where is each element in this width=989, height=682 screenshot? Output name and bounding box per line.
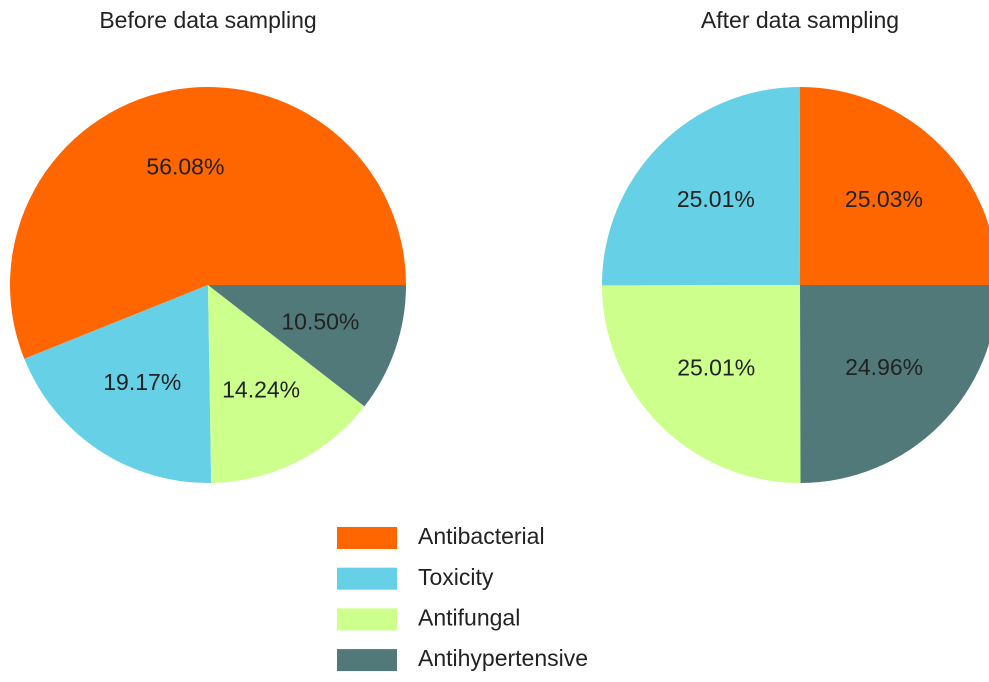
legend-swatch (337, 527, 397, 549)
slice-label: 56.08% (146, 153, 224, 179)
legend-label: Antifungal (418, 604, 520, 630)
pie-slice (799, 87, 989, 285)
pie-slice (208, 285, 365, 483)
slice-label: 19.17% (103, 369, 181, 395)
pie-slice (800, 285, 989, 483)
pie-slice (208, 285, 406, 407)
legend-swatch (337, 649, 397, 672)
slice-label: 25.01% (677, 186, 755, 212)
legend-label: Toxicity (418, 564, 494, 590)
legend-label: Antihypertensive (418, 645, 588, 671)
legend-swatch (337, 567, 397, 590)
pie-title: After data sampling (701, 7, 899, 33)
pie-slice (10, 87, 407, 359)
slice-label: 14.24% (222, 376, 300, 402)
pie-title: Before data sampling (99, 7, 316, 33)
slice-label: 25.01% (677, 354, 755, 380)
pie-slice (602, 87, 800, 286)
pie-slice (24, 285, 212, 483)
slice-label: 25.03% (845, 186, 923, 212)
legend-label: Antibacterial (418, 523, 545, 549)
pie-slice (602, 285, 801, 483)
slice-label: 10.50% (281, 309, 359, 335)
legend-swatch (337, 608, 397, 631)
slice-label: 24.96% (845, 354, 923, 380)
